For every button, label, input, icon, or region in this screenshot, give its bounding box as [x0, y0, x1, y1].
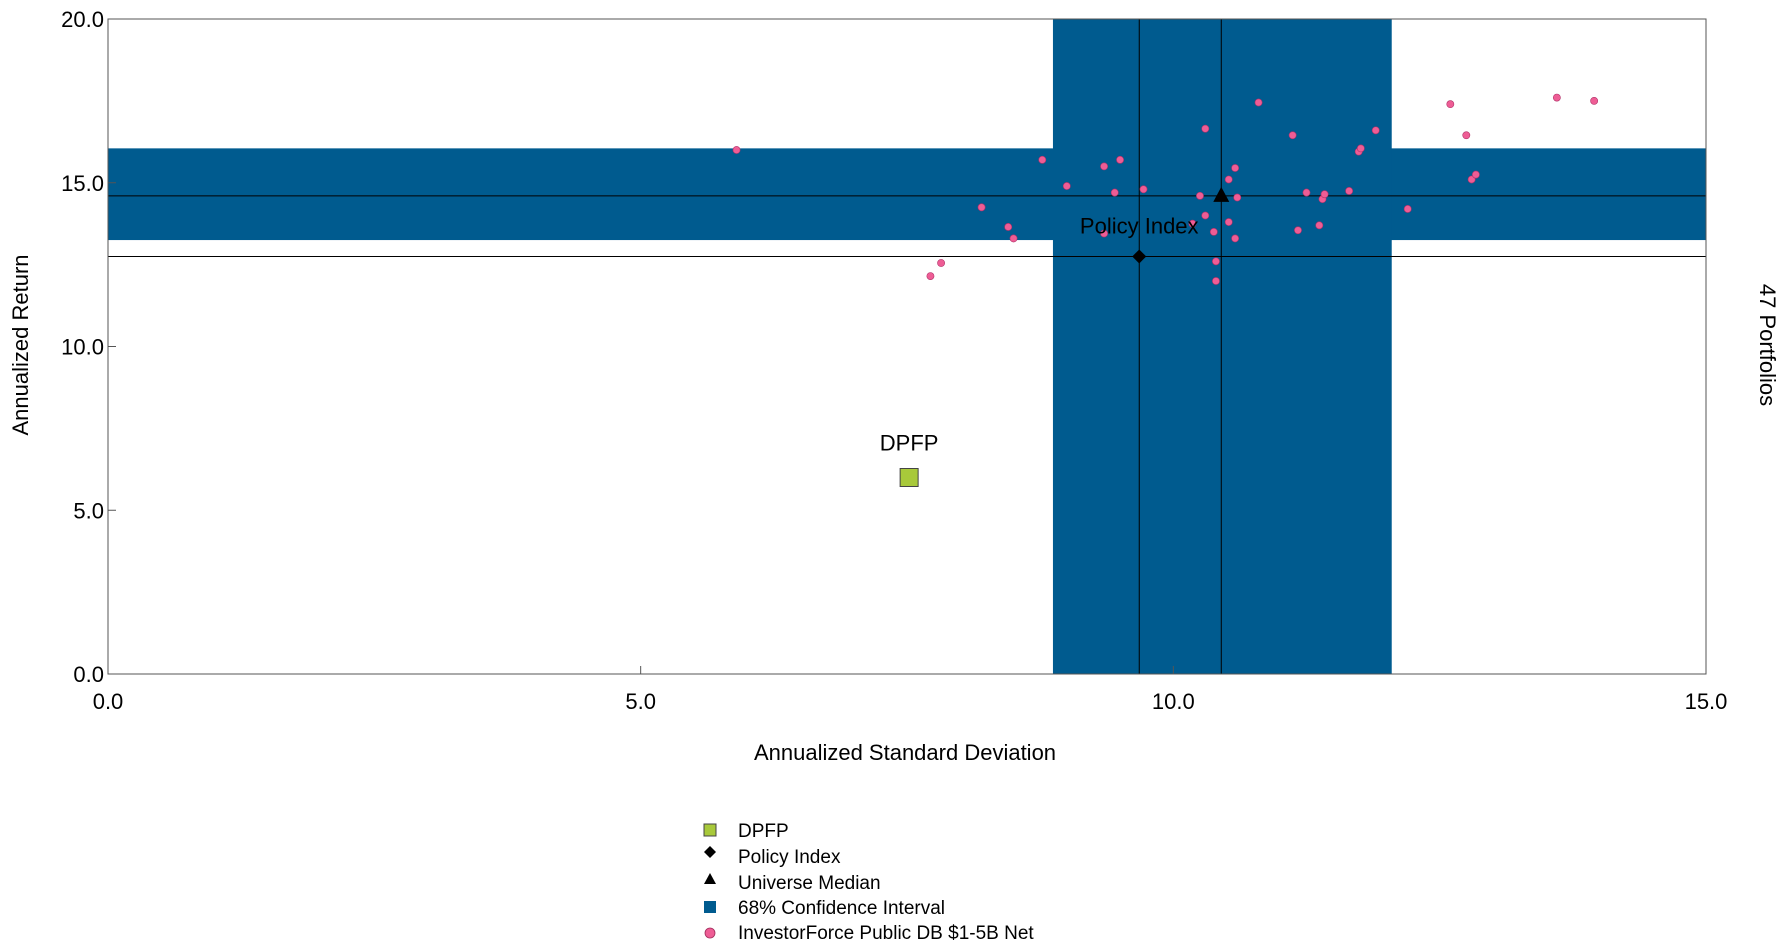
universe-point — [1201, 211, 1210, 220]
legend-policy-index-label: Policy Index — [738, 847, 841, 868]
universe-point — [1446, 100, 1455, 109]
universe-point — [1209, 227, 1218, 236]
universe-point — [1231, 234, 1240, 243]
universe-point — [1038, 155, 1047, 164]
policy-index-label: Policy Index — [1080, 213, 1199, 238]
legend-dpfp-swatch — [703, 823, 717, 837]
plot-background — [108, 19, 1706, 674]
universe-point — [1288, 131, 1297, 140]
universe-point — [732, 146, 741, 154]
universe-point — [1320, 190, 1329, 199]
reference-lines — [108, 19, 1706, 674]
x-axis-title: Annualized Standard Deviation — [754, 740, 1056, 765]
universe-point — [1212, 277, 1220, 285]
universe-point — [1224, 175, 1233, 184]
universe-point — [977, 203, 986, 212]
legend-confidence-interval-swatch — [704, 901, 716, 913]
legend-dpfp-label: DPFP — [738, 821, 789, 842]
universe-point — [1196, 191, 1204, 200]
universe-point — [1462, 131, 1471, 140]
universe-point — [1100, 229, 1108, 238]
universe-median-marker — [1213, 186, 1230, 202]
universe-point — [1009, 234, 1018, 243]
universe-point — [926, 272, 935, 280]
dpfp-marker — [899, 468, 919, 487]
universe-point — [1315, 221, 1324, 230]
policy-index-marker — [1132, 249, 1147, 264]
x-tick-label: 15.0 — [1685, 689, 1728, 714]
key-markers: Policy Index DPFP — [880, 186, 1230, 487]
y-axis-title: Annualized Return — [8, 254, 33, 435]
legend-universe-swatch — [704, 927, 716, 939]
axis-ticks: 0.0 5.0 10.0 15.0 0.0 5.0 10.0 15.0 20.0 — [61, 7, 1727, 714]
universe-point — [1231, 164, 1240, 172]
universe-points — [732, 93, 1599, 285]
y-tick-label: 15.0 — [61, 171, 104, 196]
legend-universe-median-swatch — [704, 873, 716, 884]
universe-point — [1552, 93, 1561, 102]
universe-point — [937, 259, 945, 267]
legend-confidence-interval-label: 68% Confidence Interval — [738, 898, 945, 919]
dpfp-label: DPFP — [880, 431, 939, 456]
x-tick-label: 10.0 — [1152, 689, 1195, 714]
universe-point — [1201, 124, 1210, 133]
y-tick-label: 10.0 — [61, 335, 104, 360]
legend-policy-index-swatch — [704, 846, 716, 858]
confidence-band-vertical — [1052, 19, 1392, 674]
universe-point — [1139, 185, 1148, 194]
confidence-band-horizontal — [108, 148, 1706, 241]
universe-point — [1110, 188, 1119, 197]
plot-area — [108, 19, 1706, 674]
universe-point — [1062, 182, 1071, 190]
x-tick-label: 0.0 — [93, 689, 124, 714]
universe-point — [1471, 170, 1480, 179]
universe-point — [1212, 257, 1220, 266]
universe-point — [1116, 155, 1124, 164]
universe-point — [1356, 144, 1365, 153]
universe-point — [1294, 226, 1302, 235]
universe-point — [1188, 219, 1197, 228]
y-tick-label: 5.0 — [73, 498, 104, 523]
y-tick-label: 20.0 — [61, 7, 104, 32]
y-tick-label: 0.0 — [73, 662, 104, 687]
confidence-interval-bands — [108, 19, 1706, 674]
legend-universe-label: InvestorForce Public DB $1-5B Net — [738, 923, 1034, 940]
universe-point — [1254, 98, 1263, 107]
side-portfolio-count-label: 47 Portfolios — [1755, 284, 1780, 406]
legend: DPFP Policy Index Universe Median 68% Co… — [703, 821, 1034, 940]
universe-point — [1371, 126, 1380, 135]
legend-universe-median-label: Universe Median — [738, 873, 881, 894]
universe-point — [1233, 193, 1242, 202]
universe-point — [1345, 187, 1354, 195]
universe-point — [1302, 188, 1311, 197]
universe-point — [1590, 96, 1599, 105]
universe-point — [1403, 205, 1412, 213]
x-tick-label: 5.0 — [625, 689, 656, 714]
universe-point — [1100, 162, 1108, 171]
universe-point — [1224, 218, 1233, 226]
universe-point — [1004, 223, 1013, 231]
universe-point — [1467, 175, 1476, 184]
